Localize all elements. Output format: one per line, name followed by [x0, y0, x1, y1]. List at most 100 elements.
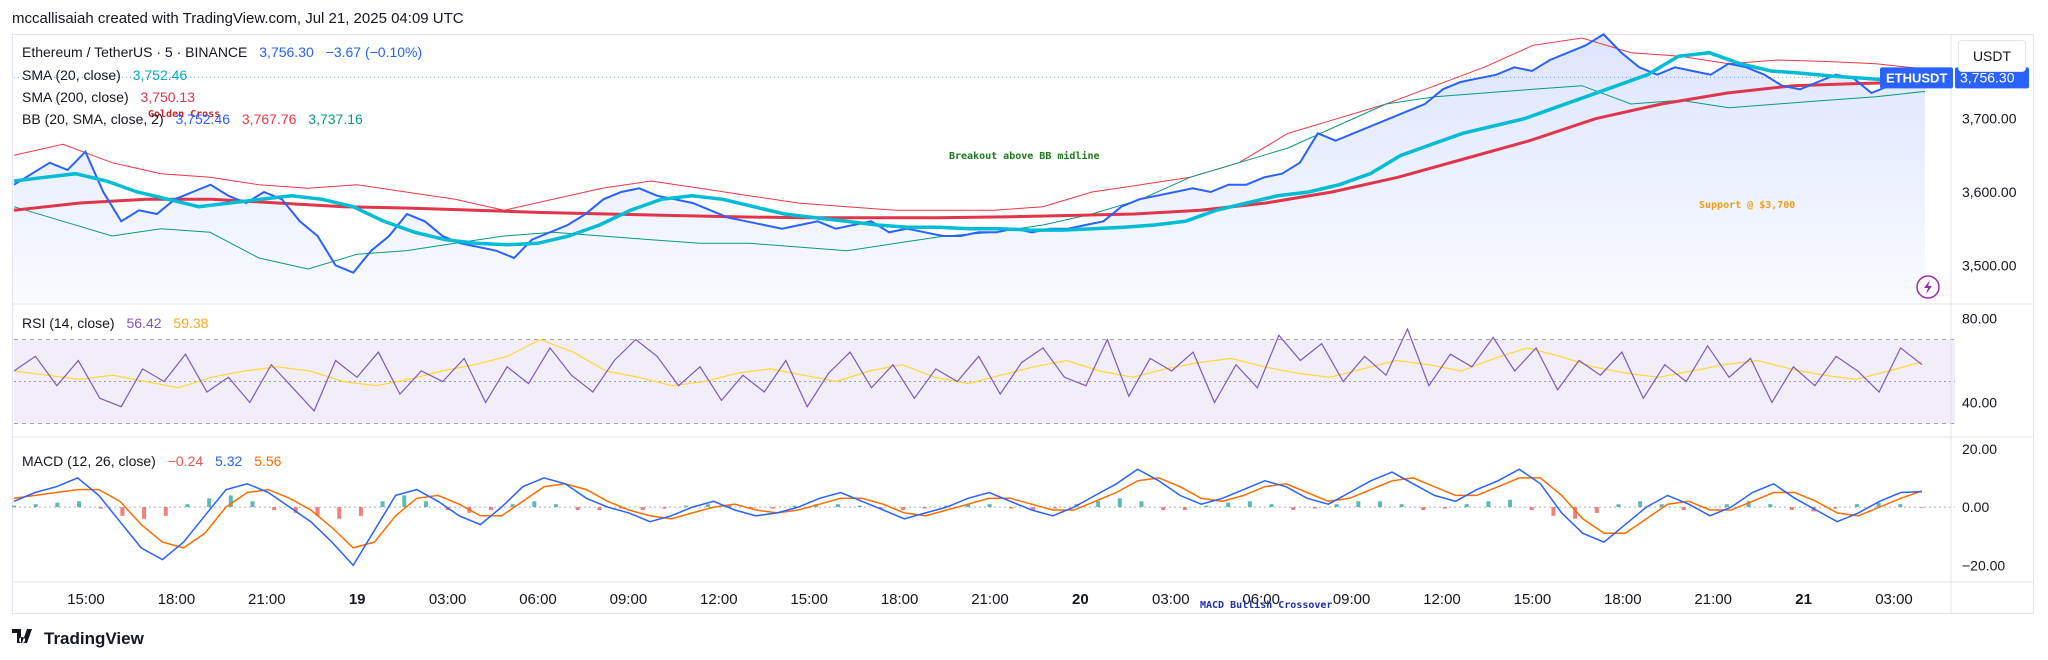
macd-histogram-bar	[1291, 507, 1296, 510]
time-axis-label: 20	[1072, 591, 1089, 608]
time-axis-label: 03:00	[429, 591, 467, 608]
macd-histogram-bar	[1247, 501, 1252, 508]
price-tag-text: 3,756.30	[1960, 69, 2015, 85]
macd-histogram-bar	[1876, 502, 1881, 508]
time-axis-label: 06:00	[519, 591, 557, 608]
price-change: −3.67 (−0.10%)	[325, 44, 423, 60]
currency-unit-button[interactable]: USDT	[1958, 40, 2026, 72]
support-annotation: Support @ $3,700	[1699, 200, 1795, 211]
macd-histogram-bar	[619, 507, 624, 509]
macd-histogram-bar	[597, 507, 602, 510]
symbol-title[interactable]: Ethereum / TetherUS · 5 · BINANCE	[22, 44, 248, 60]
macd-histogram-bar	[489, 507, 493, 510]
time-axis-label: 19	[349, 591, 366, 608]
price-axis-label: 3,700.00	[1962, 111, 2017, 127]
rsi-pane	[13, 327, 1955, 424]
ticker-tag-bg	[1880, 67, 1953, 89]
sma20-legend[interactable]: SMA (20, close) 3,752.46	[22, 67, 195, 83]
tradingview-logo-icon	[12, 628, 38, 649]
macd-value: 5.32	[215, 453, 243, 469]
sma200-legend[interactable]: SMA (200, close) 3,750.13	[22, 89, 203, 105]
macd-histogram-bar	[1443, 507, 1447, 509]
lightning-icon	[1916, 275, 1940, 299]
sma200-line	[13, 80, 1926, 220]
brand-name: TradingView	[44, 628, 144, 648]
time-axis-label: 21:00	[248, 591, 286, 608]
macd-histogram-bar	[1117, 498, 1122, 508]
time-axis-label: 09:00	[1333, 591, 1371, 608]
macd-histogram-bar	[1573, 507, 1578, 519]
macd-histogram-bar	[1854, 504, 1859, 508]
macd-histogram-bar	[163, 507, 168, 516]
tradingview-brand[interactable]: TradingView	[12, 628, 144, 649]
macd-histogram-bar	[1529, 507, 1534, 510]
macd-histogram-bar	[1724, 504, 1729, 508]
bb-label: BB (20, SMA, close, 2)	[22, 111, 164, 127]
macd-histogram-bar	[55, 502, 60, 508]
macd-histogram-bar	[12, 505, 16, 508]
time-axis-label: 21:00	[1694, 591, 1732, 608]
macd-crossover-annotation: MACD Bullish Crossover	[1200, 599, 1332, 611]
macd-histogram-bar	[1898, 504, 1903, 508]
rsi-legend[interactable]: RSI (14, close) 56.42 59.38	[22, 315, 216, 331]
time-axis-label: 15:00	[1514, 591, 1552, 608]
sma20-value: 3,752.46	[132, 67, 188, 83]
macd-histogram-bar	[142, 507, 147, 519]
macd-histogram-bar	[1659, 504, 1664, 508]
price-axis-label: 3,600.00	[1962, 184, 2017, 200]
macd-histogram-bar	[987, 504, 992, 508]
macd-histogram-bar	[1356, 501, 1361, 508]
macd-histogram-bar	[228, 495, 233, 508]
macd-histogram-bar	[250, 501, 255, 508]
macd-histogram-bar	[207, 498, 212, 508]
time-axis-label: 03:00	[1875, 591, 1913, 608]
macd-histogram-bar	[1052, 507, 1057, 509]
time-axis-label: 21:00	[971, 591, 1009, 608]
sma200-label: SMA (200, close)	[22, 89, 129, 105]
time-axis-label: 15:00	[790, 591, 828, 608]
rsi-ma-line	[13, 338, 1923, 389]
macd-histogram-bar	[272, 507, 277, 510]
golden-cross-annotation: Golden Cross	[148, 109, 220, 120]
macd-histogram-bar	[1616, 504, 1621, 508]
time-axis-label: 18:00	[881, 591, 919, 608]
macd-signal-value: 5.56	[254, 453, 282, 469]
price-tag-bg	[1955, 67, 2029, 89]
rsi-ma-value: 59.38	[173, 315, 209, 331]
macd-histogram-bar	[879, 507, 884, 509]
macd-histogram-bar	[1377, 501, 1382, 508]
macd-histogram-bar	[922, 507, 927, 509]
macd-histogram-bar	[1204, 505, 1209, 508]
price-pane	[13, 33, 1926, 303]
macd-hist-value: −0.24	[167, 453, 204, 469]
macd-histogram-bar	[1789, 507, 1794, 510]
macd-histogram-bar	[1226, 502, 1231, 508]
ticker-tag-text: ETHUSDT	[1886, 70, 1947, 85]
rsi-line	[13, 327, 1923, 412]
macd-histogram-bar	[532, 501, 537, 508]
time-axis-label: 12:00	[1423, 591, 1461, 608]
macd-signal-line	[13, 477, 1923, 549]
macd-legend[interactable]: MACD (12, 26, close) −0.24 5.32 5.56	[22, 453, 289, 469]
macd-histogram-bar	[1399, 504, 1404, 508]
macd-histogram-bar	[1031, 507, 1036, 510]
macd-histogram-bar	[1833, 507, 1838, 509]
rsi-value: 56.42	[126, 315, 162, 331]
macd-histogram-bar	[423, 501, 428, 508]
chart-frame	[12, 34, 2034, 614]
sma200-value: 3,750.13	[140, 89, 196, 105]
bb-basis-value: 3,752.46	[175, 111, 231, 127]
time-axis-label: 18:00	[1604, 591, 1642, 608]
macd-histogram-bar	[900, 507, 905, 510]
sma20-line	[13, 50, 1926, 247]
macd-histogram-bar	[857, 505, 862, 508]
macd-histogram-bar	[944, 505, 949, 508]
macd-histogram-bar	[640, 507, 645, 510]
macd-histogram-bar	[1681, 507, 1686, 510]
bb-legend[interactable]: BB (20, SMA, close, 2) 3,752.46 3,767.76…	[22, 111, 371, 127]
rsi-axis-label: 40.00	[1962, 395, 1997, 411]
macd-histogram-bar	[554, 504, 559, 508]
macd-histogram-bar	[1269, 504, 1274, 508]
macd-histogram-bar	[120, 507, 125, 516]
